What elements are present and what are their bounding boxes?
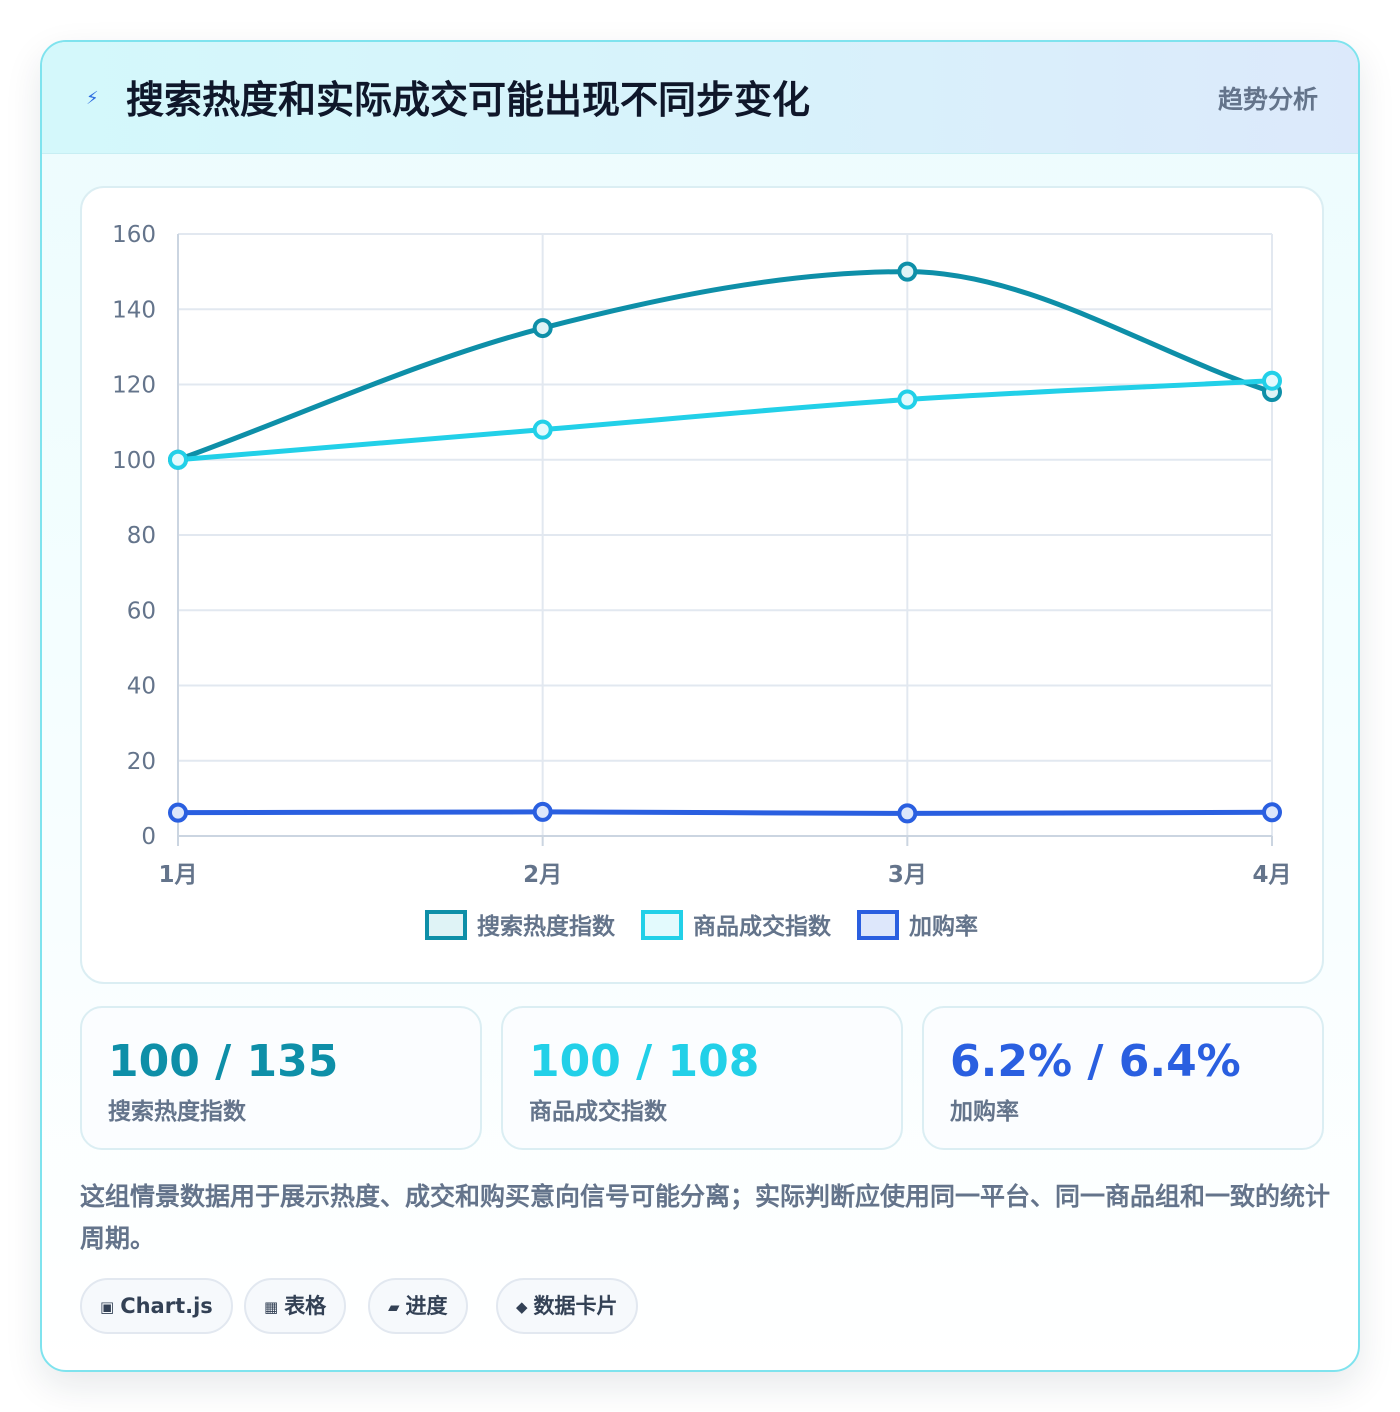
stat-cards: 100 / 135 搜索热度指数 100 / 108 商品成交指数 6.2% /…	[80, 1006, 1324, 1150]
tag-chips: ▣ Chart.js ▦ 表格 ▰ 进度 ◆ 数据卡片	[80, 1278, 1324, 1334]
stat-label: 商品成交指数	[529, 1099, 667, 1125]
y-tick-label: 100	[112, 448, 156, 474]
y-tick-label: 0	[141, 824, 156, 850]
lightning-icon: ⚡	[86, 88, 99, 109]
chart-icon: ▣	[100, 1298, 115, 1316]
x-tick-label: 2月	[523, 862, 562, 888]
card-header: ⚡ 搜索热度和实际成交可能出现不同步变化 趋势分析	[42, 42, 1358, 154]
legend-label-1: 商品成交指数	[693, 913, 832, 940]
data-point-2	[168, 802, 188, 823]
stat-label: 搜索热度指数	[108, 1099, 246, 1125]
data-point-1	[1262, 370, 1282, 391]
y-tick-label: 60	[127, 598, 156, 624]
y-tick-label: 120	[112, 373, 156, 399]
series-line-0	[175, 269, 1275, 463]
chart-card: ⚡ 搜索热度和实际成交可能出现不同步变化 趋势分析 0 20 40 60 80 100 12…	[40, 40, 1360, 1372]
data-point-2	[897, 803, 918, 824]
chip-label: Chart.js	[120, 1294, 213, 1318]
legend-label-2: 加购率	[908, 913, 978, 940]
data-point-1	[532, 419, 553, 440]
y-tick-label: 80	[127, 523, 156, 549]
legend-label-0: 搜索热度指数	[477, 913, 616, 940]
chip-progress[interactable]: ▰ 进度	[368, 1278, 468, 1334]
legend-swatch-0	[425, 910, 467, 940]
legend-swatch-2	[857, 910, 899, 940]
progress-icon: ▰	[388, 1298, 400, 1316]
series-line-1	[175, 378, 1275, 463]
data-point-0	[897, 261, 918, 282]
card-icon: ◆	[516, 1298, 528, 1316]
page-title: 搜索热度和实际成交可能出现不同步变化	[126, 78, 811, 122]
stat-card-search: 100 / 135 搜索热度指数	[80, 1006, 482, 1150]
chip-label: 进度	[405, 1294, 448, 1318]
x-tick-label: 1月	[158, 862, 197, 888]
data-point-0	[532, 318, 553, 339]
x-tick-label: 4月	[1252, 862, 1291, 888]
series-line-2	[175, 809, 1275, 816]
table-icon: ▦	[264, 1298, 279, 1316]
stat-card-cart: 6.2% / 6.4% 加购率	[922, 1006, 1324, 1150]
stat-label: 加购率	[950, 1099, 1019, 1125]
stat-card-deal: 100 / 108 商品成交指数	[501, 1006, 903, 1150]
chart-panel: 0 20 40 60 80 100 120 140 160 1月 2月 3月 4月搜索热度指数 商品成交指…	[80, 186, 1324, 984]
chip-label: 数据卡片	[533, 1294, 618, 1318]
data-point-1	[168, 449, 188, 470]
x-tick-label: 3月	[888, 862, 927, 888]
chip-label: 表格	[284, 1294, 327, 1318]
note-text: 这组情景数据用于展示热度、成交和购买意向信号可能分离；实际判断应使用同一平台、同…	[80, 1182, 1331, 1253]
y-tick-label: 20	[127, 749, 156, 775]
data-point-2	[1262, 802, 1282, 823]
stat-value: 100 / 135	[108, 1036, 339, 1087]
y-tick-label: 160	[112, 222, 156, 248]
data-point-2	[532, 801, 553, 822]
chip-data-card[interactable]: ◆ 数据卡片	[496, 1278, 638, 1334]
y-tick-label: 140	[112, 297, 156, 323]
chip-chartjs[interactable]: ▣ Chart.js	[80, 1278, 233, 1334]
stat-value: 6.2% / 6.4%	[950, 1036, 1241, 1087]
data-point-1	[897, 389, 918, 410]
chip-table[interactable]: ▦ 表格	[244, 1278, 347, 1334]
legend-swatch-1	[641, 910, 683, 940]
y-tick-label: 40	[127, 674, 156, 700]
stat-value: 100 / 108	[529, 1036, 760, 1087]
header-tag: 趋势分析	[1217, 85, 1318, 114]
